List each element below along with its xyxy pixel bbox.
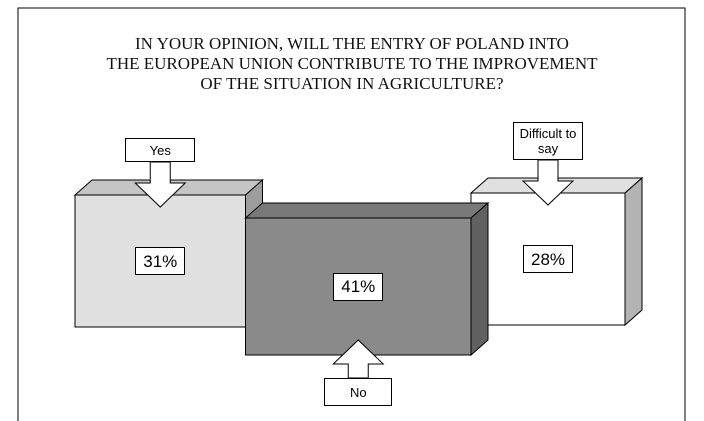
block-top (244, 202, 490, 219)
frame (17, 7, 686, 421)
category-label: No (324, 378, 393, 406)
chart-title: IN YOUR OPINION, WILL THE ENTRY OF POLAN… (106, 34, 598, 93)
block-side (624, 176, 643, 327)
value-label: 28% (523, 245, 573, 273)
category-label: Yes (125, 138, 196, 162)
arrow (521, 159, 575, 206)
arrow (332, 339, 385, 379)
arrow (134, 161, 187, 208)
block-side (470, 201, 489, 357)
category-label: Difficult to say (513, 122, 583, 160)
value-label: 31% (135, 247, 186, 275)
value-label: 41% (333, 272, 384, 301)
